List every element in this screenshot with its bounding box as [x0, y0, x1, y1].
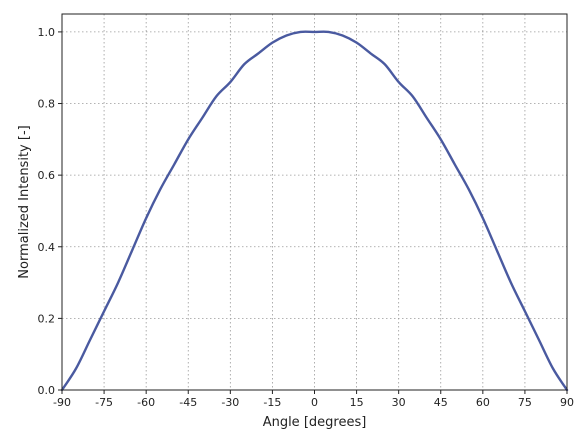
x-tick-label: -60	[137, 396, 155, 409]
x-tick-label: -30	[221, 396, 239, 409]
axis-ticks: -90 -75 -60 -45 -30 -15 0 15 30 45 60 75 90 0.0 0.2 0.4…	[38, 26, 575, 409]
x-tick-label: 15	[350, 396, 364, 409]
y-tick-label: 0.0	[38, 384, 56, 397]
y-tick-label: 0.6	[38, 169, 56, 182]
x-axis-title: Angle [degrees]	[263, 415, 367, 430]
y-axis-title: Normalized Intensity [-]	[17, 125, 32, 278]
x-tick-label: 30	[392, 396, 406, 409]
y-tick-label: 0.4	[38, 241, 56, 254]
x-tick-label: -45	[179, 396, 197, 409]
x-tick-label: 60	[476, 396, 490, 409]
y-tick-label: 0.8	[38, 98, 56, 111]
x-tick-label: 45	[434, 396, 448, 409]
series-layer	[60, 30, 569, 392]
series-line-0	[60, 30, 569, 392]
y-tick-label: 0.2	[38, 312, 56, 325]
grid	[61, 14, 568, 391]
x-tick-label: 90	[560, 396, 574, 409]
x-tick-label: -90	[53, 396, 71, 409]
y-tick-label: 1.0	[38, 26, 56, 39]
x-tick-label: -15	[263, 396, 281, 409]
x-tick-label: 0	[311, 396, 318, 409]
x-tick-label: -75	[95, 396, 113, 409]
x-tick-label: 75	[518, 396, 532, 409]
